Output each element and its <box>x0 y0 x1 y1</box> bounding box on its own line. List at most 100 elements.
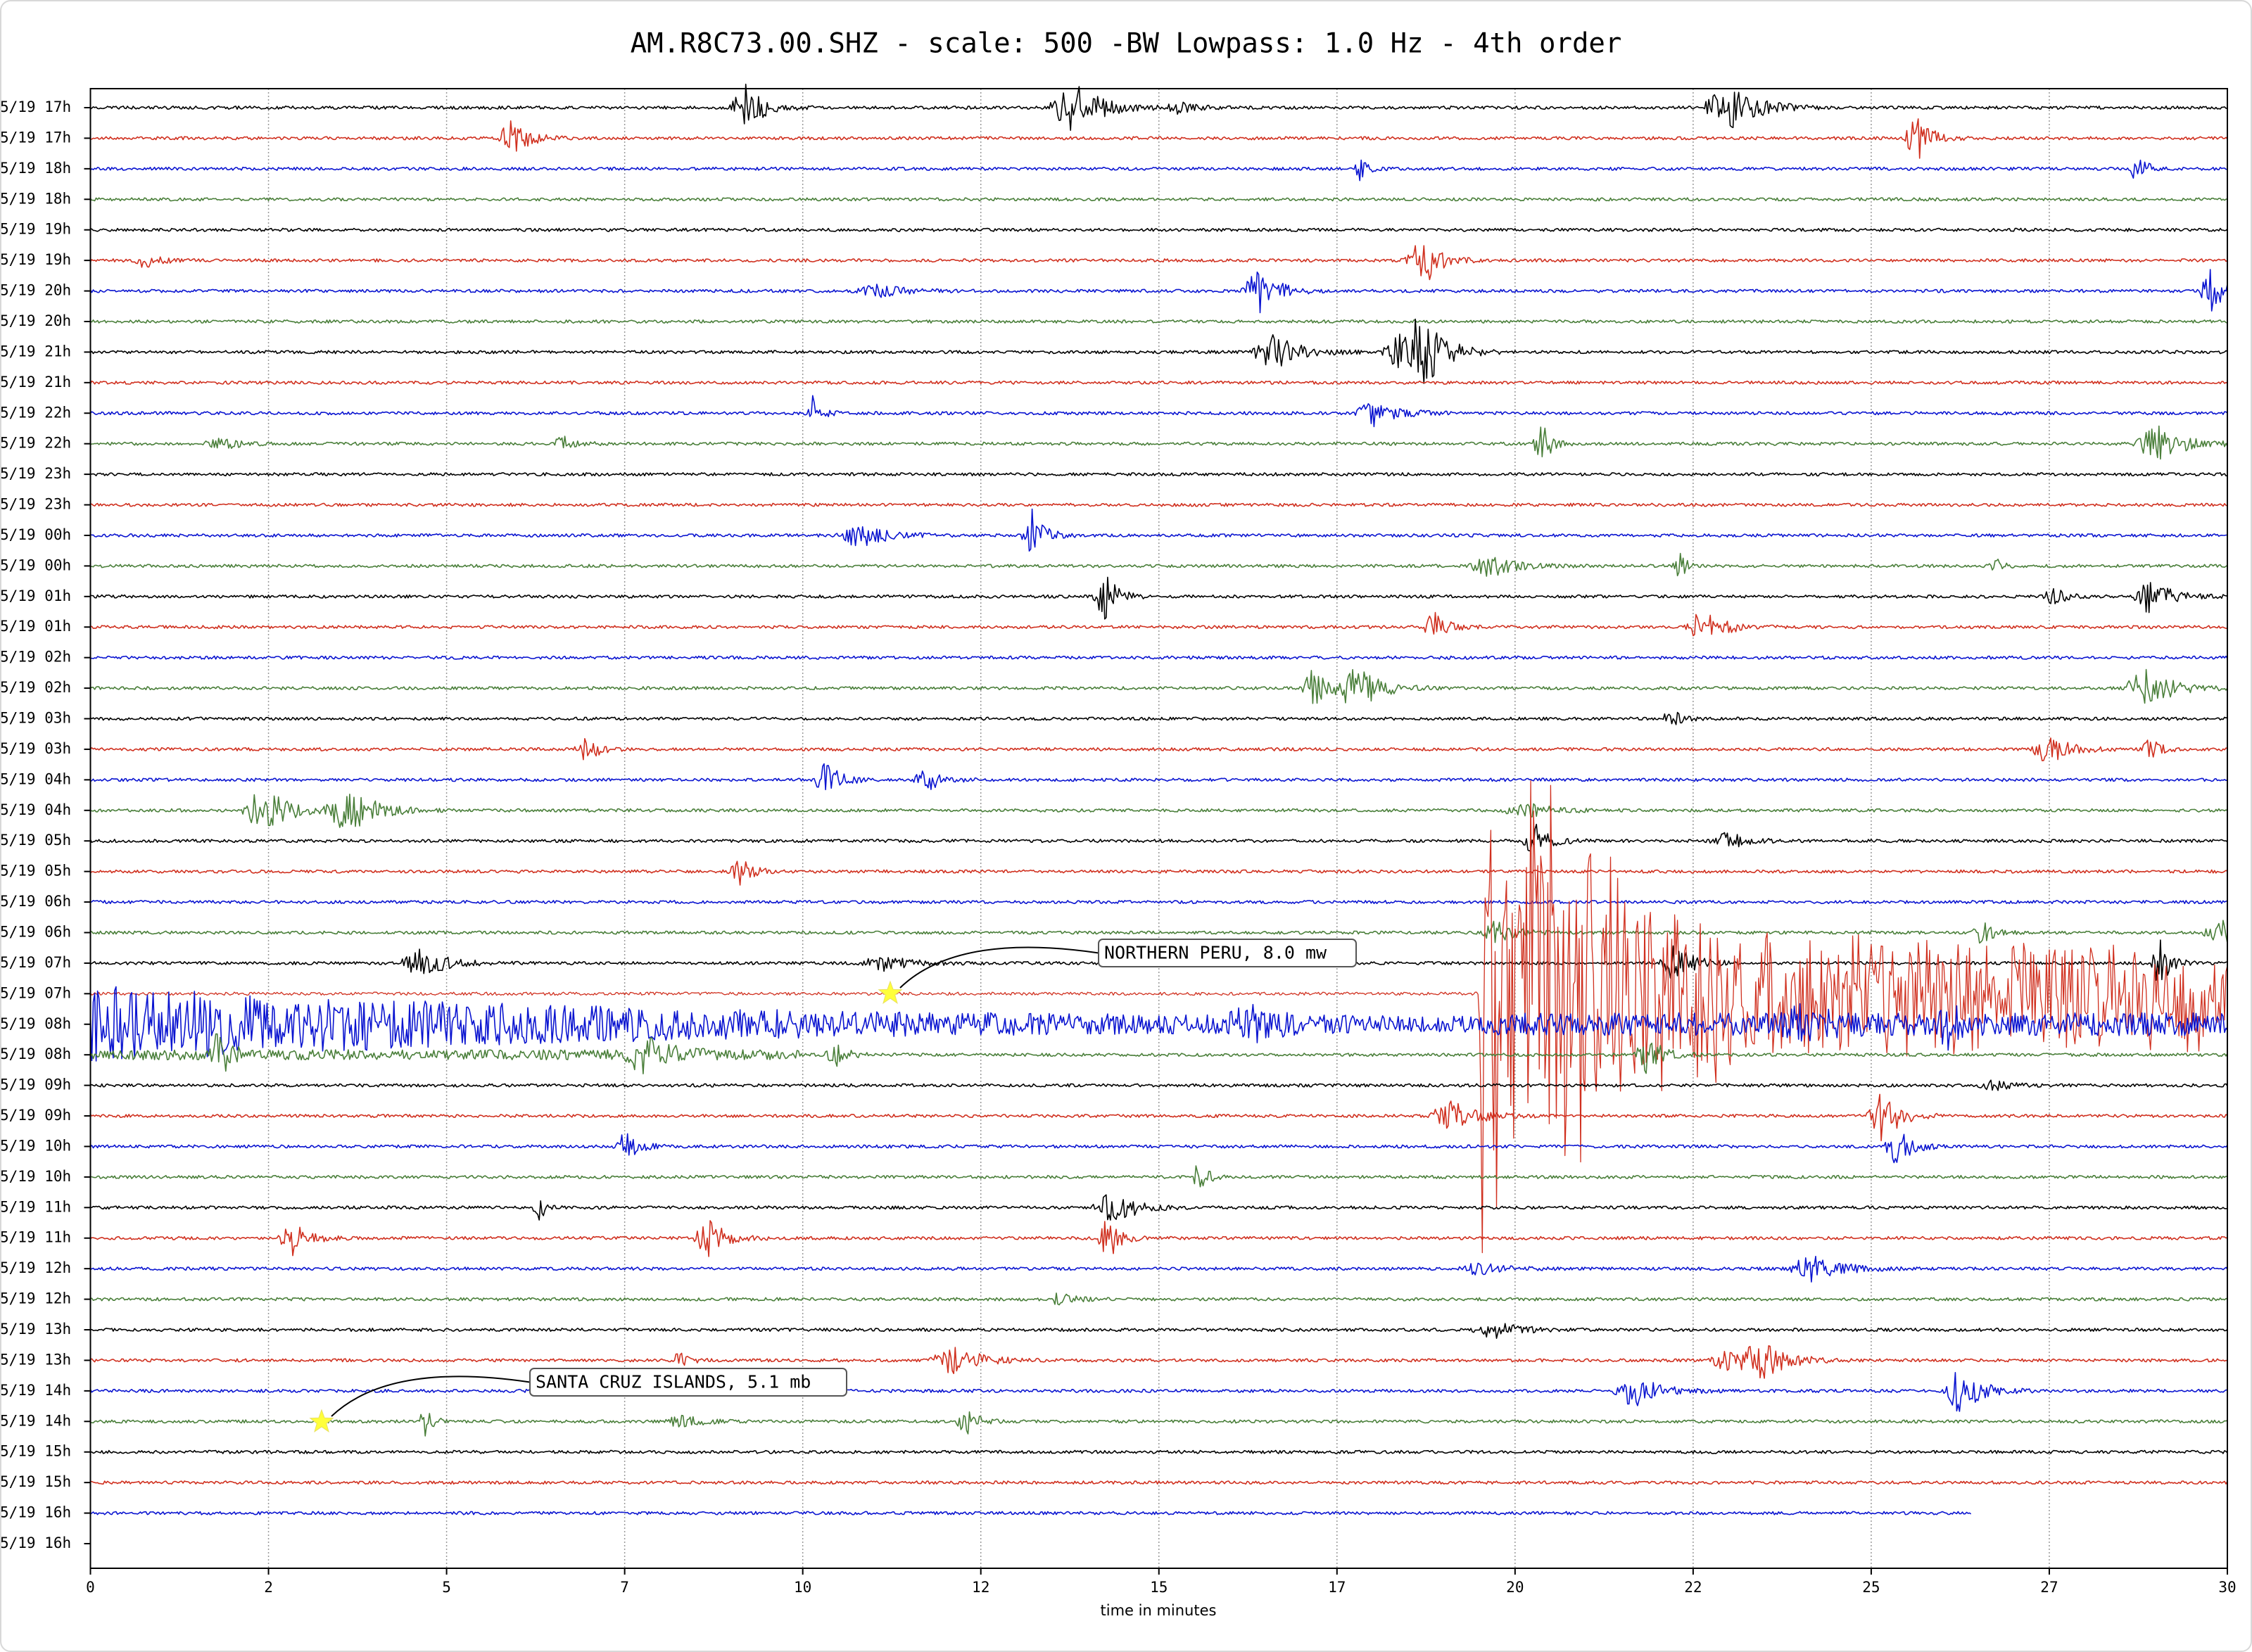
row-label: 5/19 20h <box>0 282 71 299</box>
x-tick-label: 25 <box>1862 1579 1880 1596</box>
x-tick-label: 15 <box>1150 1579 1168 1596</box>
trace <box>89 860 2228 886</box>
trace <box>90 508 2227 552</box>
trace <box>89 986 2228 1062</box>
row-label: 5/19 15h <box>0 1443 71 1460</box>
row-label: 5/19 01h <box>0 618 71 635</box>
grid <box>89 89 2228 1568</box>
traces <box>89 83 2228 1516</box>
row-label: 5/19 21h <box>0 343 71 360</box>
trace <box>90 1323 2228 1339</box>
row-label: 5/19 07h <box>0 984 71 1001</box>
trace <box>89 318 2228 384</box>
row-label: 5/19 02h <box>0 649 71 666</box>
trace <box>90 552 2228 577</box>
row-label: 5/19 03h <box>0 710 71 727</box>
trace <box>90 1194 2228 1221</box>
row-label: 5/19 22h <box>0 404 71 421</box>
trace <box>90 1079 2228 1091</box>
trace <box>90 1255 2228 1283</box>
trace <box>89 823 2228 852</box>
trace <box>90 763 2228 791</box>
trace <box>89 159 2227 182</box>
trace <box>89 197 2228 202</box>
trace <box>90 1165 2228 1188</box>
trace <box>90 1511 1972 1516</box>
trace <box>90 1449 2228 1454</box>
row-label: 5/19 20h <box>0 312 71 329</box>
x-tick-label: 7 <box>620 1579 629 1596</box>
trace <box>90 711 2228 725</box>
x-tick-label: 0 <box>86 1579 95 1596</box>
event-star <box>309 1409 334 1432</box>
annotation-box <box>529 1368 847 1397</box>
row-label: 5/19 01h <box>0 587 71 604</box>
row-label: 5/19 05h <box>0 863 71 879</box>
x-tick-label: 10 <box>794 1579 811 1596</box>
row-label: 5/19 11h <box>0 1198 71 1215</box>
row-label: 5/19 18h <box>0 190 71 207</box>
row-label: 5/19 18h <box>0 160 71 177</box>
row-label: 5/19 23h <box>0 465 71 482</box>
trace <box>90 655 2228 660</box>
row-label: 5/19 16h <box>0 1504 71 1521</box>
row-label: 5/19 15h <box>0 1473 71 1490</box>
row-label: 5/19 23h <box>0 496 71 513</box>
annotation-text: NORTHERN PERU, 8.0 mw <box>1104 943 1327 963</box>
row-label: 5/19 00h <box>0 557 71 573</box>
trace <box>90 794 2228 828</box>
row-label: 5/19 10h <box>0 1168 71 1185</box>
x-tick-label: 20 <box>1506 1579 1524 1596</box>
trace <box>90 1411 2228 1437</box>
row-label: 5/19 13h <box>0 1351 71 1368</box>
row-label: 5/19 03h <box>0 740 71 757</box>
row-label: 5/19 14h <box>0 1412 71 1429</box>
trace <box>90 576 2228 620</box>
annotation-box <box>1098 939 1357 967</box>
annotations: NORTHERN PERU, 8.0 mw SANTA CRUZ ISLANDS,… <box>309 939 1357 1432</box>
trace <box>89 395 2228 428</box>
row-label: 5/19 07h <box>0 954 71 971</box>
trace <box>90 900 2228 905</box>
row-label: 5/19 09h <box>0 1076 71 1093</box>
row-label: 5/19 09h <box>0 1107 71 1124</box>
row-label: 5/19 10h <box>0 1137 71 1154</box>
x-tick-label: 22 <box>1684 1579 1702 1596</box>
trace <box>89 380 2228 385</box>
x-tick-label: 27 <box>2040 1579 2058 1596</box>
trace <box>89 1133 2228 1164</box>
row-label: 5/19 12h <box>0 1290 71 1307</box>
trace <box>90 118 2228 159</box>
row-label: 5/19 02h <box>0 679 71 696</box>
row-label: 5/19 08h <box>0 1015 71 1032</box>
row-label: 5/19 19h <box>0 221 71 238</box>
trace <box>89 1372 2228 1412</box>
annotation-arrow <box>331 1375 531 1417</box>
x-tick-label: 2 <box>264 1579 273 1596</box>
trace <box>90 1345 2228 1379</box>
trace <box>90 502 2228 507</box>
row-label: 5/19 06h <box>0 923 71 940</box>
trace <box>90 472 2228 477</box>
trace <box>90 425 2228 460</box>
row-label: 5/19 13h <box>0 1321 71 1338</box>
trace <box>90 1480 2228 1485</box>
x-tick-label: 17 <box>1328 1579 1346 1596</box>
annotation-arrow <box>899 946 1099 989</box>
trace <box>90 611 2228 637</box>
event-star <box>878 980 903 1004</box>
trace <box>90 227 2228 232</box>
row-label: 5/19 06h <box>0 893 71 910</box>
x-axis-label: time in minutes <box>1101 1602 1217 1619</box>
row-label: 5/19 05h <box>0 832 71 849</box>
x-tick-label: 5 <box>442 1579 451 1596</box>
trace <box>89 1220 2228 1257</box>
trace <box>89 737 2228 761</box>
annotation-text: SANTA CRUZ ISLANDS, 5.1 mb <box>536 1372 811 1392</box>
row-label: 5/19 19h <box>0 251 71 268</box>
row-label: 5/19 11h <box>0 1229 71 1246</box>
